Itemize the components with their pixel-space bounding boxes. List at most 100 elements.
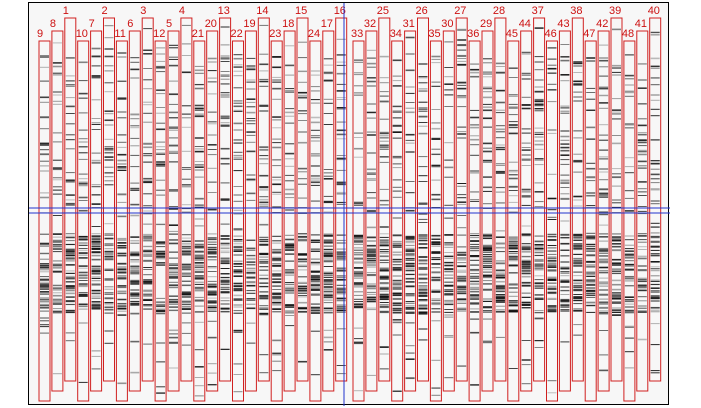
gel-band <box>310 140 320 142</box>
lane-41-outline[interactable] <box>636 30 649 392</box>
gel-band <box>194 243 204 246</box>
lane-11-outline[interactable] <box>115 40 128 402</box>
lane-10-outline[interactable] <box>77 40 90 402</box>
lane-44-outline[interactable] <box>520 30 533 392</box>
gel-band <box>508 186 518 188</box>
gel-band <box>470 109 480 111</box>
gel-band <box>508 132 518 135</box>
gel-band <box>233 263 243 265</box>
lane-23-outline[interactable] <box>270 40 283 402</box>
lane-19-outline[interactable] <box>244 30 257 392</box>
gel-band <box>117 253 127 255</box>
gel-band <box>52 301 62 303</box>
gel-band <box>117 98 127 100</box>
gel-band <box>310 310 320 312</box>
lane-1-outline[interactable] <box>64 17 77 382</box>
lane-14-outline[interactable] <box>257 17 270 382</box>
lane-7-outline[interactable] <box>90 30 103 392</box>
lane-8-outline[interactable] <box>51 30 64 392</box>
gel-band <box>246 57 256 59</box>
lane-35-outline[interactable] <box>429 40 442 402</box>
lane-48-outline[interactable] <box>623 40 636 402</box>
gel-band <box>637 338 647 341</box>
gel-band <box>52 292 62 294</box>
lane-27-outline[interactable] <box>455 17 468 382</box>
lane-6-outline[interactable] <box>128 30 141 392</box>
gel-band <box>310 165 320 167</box>
lane-18-outline[interactable] <box>283 30 296 392</box>
lane-37-outline[interactable] <box>533 17 546 382</box>
gel-band <box>259 236 269 238</box>
gel-band <box>169 189 178 191</box>
gel-band <box>194 395 204 397</box>
lane-43-outline[interactable] <box>558 30 571 392</box>
gel-band <box>220 263 230 265</box>
lane-33-outline[interactable] <box>352 40 365 402</box>
gel-band <box>483 258 492 260</box>
gel-band <box>470 116 480 119</box>
lane-29-outline[interactable] <box>481 30 494 392</box>
gel-band <box>586 250 596 252</box>
gel-band <box>246 267 256 270</box>
gel-band <box>78 242 88 244</box>
lane-15-outline[interactable] <box>296 17 309 382</box>
lane-39-outline[interactable] <box>610 17 623 382</box>
lane-25-outline[interactable] <box>378 17 391 382</box>
lane-2-outline[interactable] <box>103 17 115 382</box>
gel-band <box>418 90 428 92</box>
lane-20-outline[interactable] <box>206 30 219 392</box>
lane-13-outline[interactable] <box>219 17 232 382</box>
lane-21-outline[interactable] <box>193 40 206 402</box>
lane-46-outline[interactable] <box>546 40 558 402</box>
lane-12-outline[interactable] <box>154 40 167 402</box>
gel-band <box>336 304 346 306</box>
gel-band <box>104 176 114 178</box>
lane-17-outline[interactable] <box>322 30 335 392</box>
gel-band <box>285 238 295 241</box>
lane-32-outline[interactable] <box>365 30 378 392</box>
gel-band <box>560 261 570 263</box>
gel-band <box>323 276 333 278</box>
lane-42-outline[interactable] <box>597 30 610 392</box>
lane-47-outline[interactable] <box>584 40 597 402</box>
lane-5-outline[interactable] <box>167 30 180 392</box>
lane-40-outline[interactable] <box>649 17 662 382</box>
lane-45-outline[interactable] <box>507 40 520 402</box>
lane-28-outline[interactable] <box>494 17 507 382</box>
gel-band <box>207 167 217 169</box>
gel-band <box>246 272 256 274</box>
gel-band <box>220 199 230 201</box>
gel-band <box>194 252 204 254</box>
lane-30-outline[interactable] <box>442 30 455 392</box>
lane-38-outline[interactable] <box>571 17 584 382</box>
gel-band <box>130 267 140 269</box>
gel-band <box>457 29 467 31</box>
gel-band <box>156 254 166 256</box>
lane-34-outline[interactable] <box>391 40 404 402</box>
lane-9-outline[interactable] <box>38 40 51 402</box>
gel-band <box>573 159 583 162</box>
lane-31-outline[interactable] <box>404 30 417 392</box>
gel-band <box>130 114 140 116</box>
lane-24-outline[interactable] <box>309 40 322 402</box>
gel-band <box>143 269 153 270</box>
lane-36-outline[interactable] <box>468 40 481 402</box>
gel-band <box>599 298 609 300</box>
lane-3-outline[interactable] <box>141 17 154 382</box>
gel-band <box>586 260 596 262</box>
lane-4-outline[interactable] <box>180 17 193 382</box>
gel-band <box>495 202 505 204</box>
gel-band <box>194 264 204 267</box>
gel-band <box>624 309 634 311</box>
gel-band <box>599 312 609 314</box>
gel-band <box>560 130 570 132</box>
gel-band <box>40 258 49 260</box>
gel-band <box>91 254 101 257</box>
lane-16-outline[interactable] <box>335 17 348 382</box>
gel-band <box>336 258 346 260</box>
gel-band <box>336 268 346 270</box>
gel-band <box>431 166 441 168</box>
lane-22-outline[interactable] <box>232 40 244 402</box>
lane-26-outline[interactable] <box>417 17 429 382</box>
gel-band <box>194 225 204 227</box>
